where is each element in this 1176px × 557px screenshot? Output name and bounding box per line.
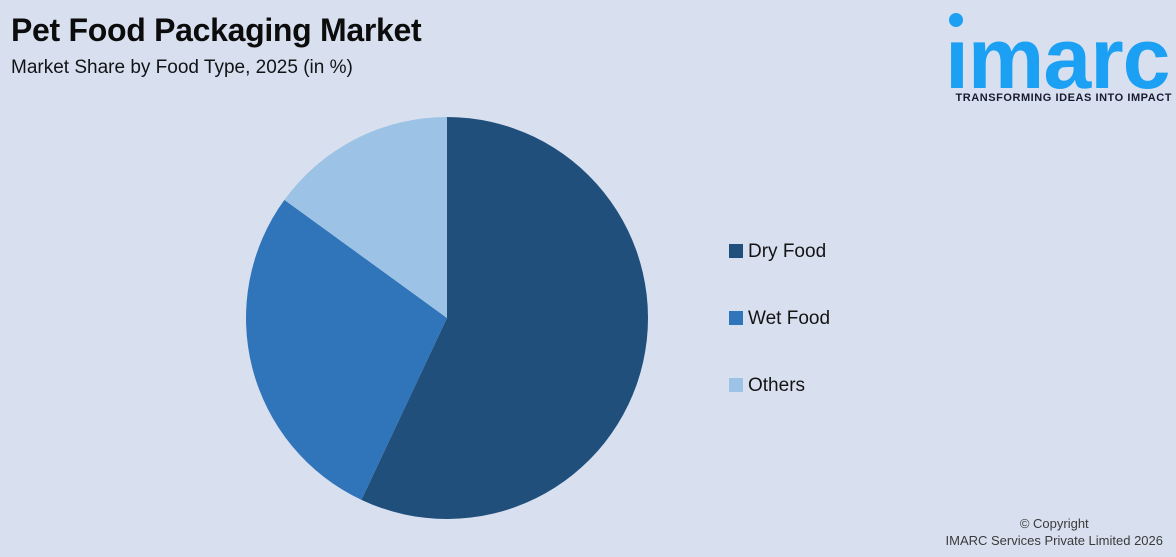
page-subtitle: Market Share by Food Type, 2025 (in %) (11, 56, 353, 78)
legend-item-others: Others (729, 374, 830, 396)
legend-item-wet-food: Wet Food (729, 307, 830, 329)
copyright-notice: © Copyright IMARC Services Private Limit… (946, 515, 1163, 549)
legend-item-dry-food: Dry Food (729, 240, 830, 262)
logo-tagline: TRANSFORMING IDEAS INTO IMPACT (955, 92, 1172, 104)
legend-label-dry-food: Dry Food (748, 240, 827, 262)
legend-label-wet-food: Wet Food (748, 307, 831, 329)
legend-label-others: Others (748, 374, 806, 396)
copyright-line2: IMARC Services Private Limited 2026 (945, 533, 1163, 548)
chart-legend: Dry Food Wet Food Others (729, 240, 830, 396)
legend-swatch-wet-food (729, 311, 743, 325)
imarc-logo: ımarc TRANSFORMING IDEAS INTO IMPACT (936, 0, 1176, 112)
pie-slice-dry-food (361, 117, 649, 519)
legend-swatch-dry-food (729, 244, 743, 258)
legend-swatch-others (729, 378, 743, 392)
logo-i-dot-icon (949, 13, 963, 27)
copyright-line1: © Copyright (1019, 516, 1089, 531)
page-title: Pet Food Packaging Market (11, 12, 422, 48)
pie-slice-others (284, 117, 447, 318)
pie-slice-wet-food (246, 199, 447, 500)
logo-wordmark: ımarc (945, 11, 1170, 107)
header: Pet Food Packaging Market Market Share b… (11, 12, 422, 80)
